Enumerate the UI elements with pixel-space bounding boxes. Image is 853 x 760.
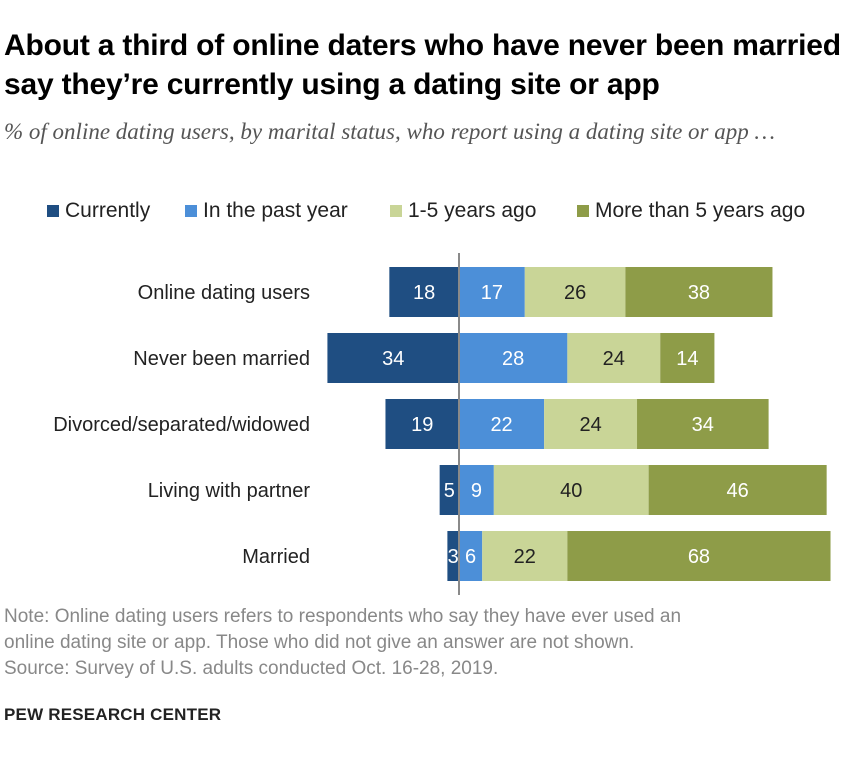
source-credit: PEW RESEARCH CENTER	[4, 705, 222, 724]
data-label-in-the-past-year: 17	[481, 282, 503, 304]
legend-label-past-year: In the past year	[203, 199, 348, 222]
data-label-currently: 34	[382, 348, 404, 370]
data-label-currently: 19	[411, 414, 433, 436]
bar-segment-currently	[389, 267, 459, 317]
bar-segment-in-the-past-year	[459, 333, 568, 383]
data-label-more-than-5-years-ago: 38	[688, 282, 710, 304]
bar-segment-in-the-past-year	[459, 465, 494, 515]
category-label: Living with partner	[148, 480, 311, 502]
legend-label-currently: Currently	[65, 199, 151, 222]
bar-segment-more-than-5-years-ago	[625, 267, 773, 317]
data-label-1-5-years-ago: 22	[514, 546, 536, 568]
legend-item-1-5-years: 1-5 years ago	[390, 199, 537, 222]
bar-segment-in-the-past-year	[459, 267, 525, 317]
bar-segment-currently	[439, 465, 459, 515]
note-line: online dating site or app. Those who did…	[4, 632, 635, 653]
legend-label-1-5-years: 1-5 years ago	[408, 199, 537, 222]
legend-item-past-year: In the past year	[185, 199, 348, 222]
chart-subtitle: % of online dating users, by marital sta…	[4, 119, 775, 144]
bar-segment-more-than-5-years-ago	[648, 465, 827, 515]
bar-segment-more-than-5-years-ago	[567, 531, 831, 581]
data-label-currently: 5	[444, 480, 455, 502]
legend-swatch-1-5-years	[390, 205, 402, 217]
data-label-1-5-years-ago: 24	[579, 414, 601, 436]
bar-segment-more-than-5-years-ago	[637, 399, 769, 449]
note-line: Note: Online dating users refers to resp…	[4, 606, 682, 627]
category-label: Married	[242, 546, 310, 568]
category-label: Never been married	[133, 348, 310, 370]
bar-segment-more-than-5-years-ago	[660, 333, 715, 383]
legend-swatch-past-year	[185, 205, 197, 217]
data-label-in-the-past-year: 22	[490, 414, 512, 436]
bar-segment-1-5-years-ago	[493, 465, 649, 515]
note-line: Source: Survey of U.S. adults conducted …	[4, 658, 499, 679]
chart-note: Note: Online dating users refers to resp…	[4, 604, 849, 682]
legend-swatch-more-than-5-years	[577, 205, 589, 217]
bar-segment-currently	[327, 333, 459, 383]
data-label-in-the-past-year: 6	[465, 546, 476, 568]
data-label-more-than-5-years-ago: 68	[688, 546, 710, 568]
bar-segment-currently	[447, 531, 459, 581]
chart-plot: Online dating users 18 17 26 38 Never been ma…	[53, 253, 831, 595]
legend-swatch-currently	[47, 205, 59, 217]
legend-label-more-than-5-years: More than 5 years ago	[595, 199, 806, 222]
data-label-more-than-5-years-ago: 46	[727, 480, 749, 502]
bar-segment-1-5-years-ago	[544, 399, 638, 449]
category-label: Divorced/separated/widowed	[53, 414, 310, 436]
chart-title: About a third of online daters who have …	[4, 29, 841, 101]
bar-segment-1-5-years-ago	[482, 531, 568, 581]
legend-item-currently: Currently	[47, 199, 151, 222]
category-label: Online dating users	[138, 282, 310, 304]
data-label-1-5-years-ago: 26	[564, 282, 586, 304]
bar-segment-in-the-past-year	[459, 399, 545, 449]
data-label-more-than-5-years-ago: 14	[676, 348, 698, 370]
data-label-1-5-years-ago: 24	[603, 348, 625, 370]
data-label-more-than-5-years-ago: 34	[692, 414, 714, 436]
data-label-1-5-years-ago: 40	[560, 480, 582, 502]
bar-segment-in-the-past-year	[459, 531, 483, 581]
legend: Currently In the past year 1-5 years ago…	[0, 196, 853, 226]
data-label-in-the-past-year: 9	[471, 480, 482, 502]
bar-segment-1-5-years-ago	[524, 267, 626, 317]
legend-item-more-than-5-years: More than 5 years ago	[577, 199, 806, 222]
bar-segment-currently	[385, 399, 459, 449]
data-label-currently: 3	[448, 546, 459, 568]
data-label-in-the-past-year: 28	[502, 348, 524, 370]
data-label-currently: 18	[413, 282, 435, 304]
bar-segment-1-5-years-ago	[567, 333, 661, 383]
